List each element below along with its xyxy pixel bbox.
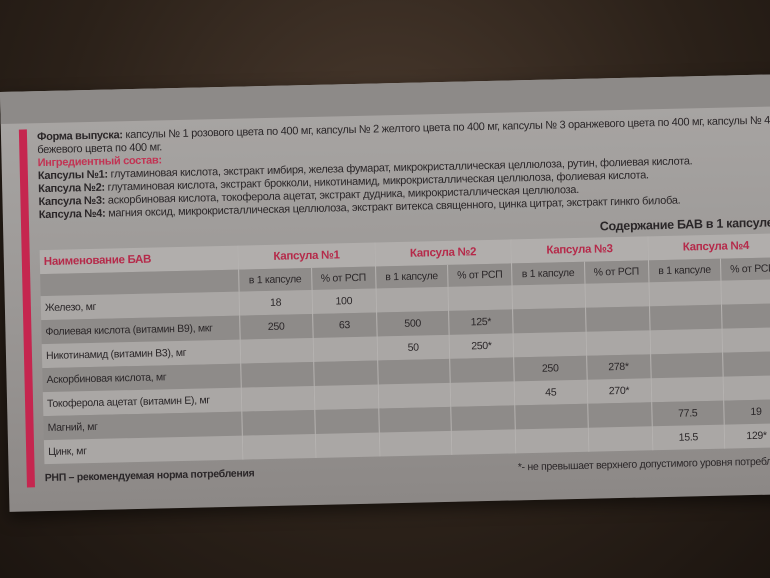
table-cell (512, 283, 586, 310)
table-cell (723, 375, 770, 401)
ingredient-label: Капсула №3: (38, 194, 106, 209)
table-cell (377, 358, 451, 385)
table-cell: 50 (376, 334, 450, 361)
table-cell: 278* (586, 354, 651, 380)
table-cell (514, 403, 588, 430)
table-cell (450, 381, 515, 407)
table-cell (584, 282, 650, 308)
subheader-percent: % от РСП (447, 263, 513, 287)
table-cell: 19 (723, 399, 770, 425)
table-cell (449, 357, 515, 383)
table-cell: 250 (239, 313, 313, 340)
table-cell (242, 433, 316, 460)
table-cell: 250 (513, 355, 587, 382)
table-cell (722, 351, 770, 377)
table-cell (240, 337, 314, 364)
table-cell (515, 427, 589, 454)
subheader-per-capsule: в 1 капсуле (375, 264, 449, 289)
substance-name: Цинк, мг (43, 435, 243, 465)
label-content: Форма выпуска: капсулы № 1 розового цвет… (37, 114, 770, 484)
subheader-per-capsule: в 1 капсуле (648, 258, 722, 283)
table-cell (241, 385, 315, 412)
subheader-percent: % от РСП (311, 266, 376, 290)
table-cell (377, 382, 451, 409)
table-cell (721, 303, 770, 329)
footer-note-left: РНП – рекомендуемая норма потребления (44, 467, 255, 485)
table-cell (450, 405, 516, 431)
footer-note-right: *- не превышает верхнего допустимого уро… (517, 455, 770, 474)
table-cell: 250* (449, 333, 514, 359)
subheader-per-capsule: в 1 капсуле (511, 261, 585, 286)
ingredient-label: Капсула №4: (38, 207, 106, 222)
table-cell: 63 (312, 312, 377, 338)
capsule-header: Капсула №4 (647, 233, 770, 261)
table-cell (378, 430, 452, 457)
table-cell (241, 409, 315, 436)
capsule-header: Капсула №2 (374, 239, 512, 267)
table-cell (648, 280, 722, 307)
table-cell (451, 429, 516, 455)
table-cell (312, 336, 378, 362)
table-cell (512, 307, 586, 334)
table-cell (314, 432, 380, 458)
table-cell (240, 361, 314, 388)
table-cell: 500 (376, 310, 450, 337)
table-cell: 45 (514, 379, 588, 406)
release-form-label: Форма выпуска: (36, 129, 123, 144)
subheader-per-capsule: в 1 капсуле (238, 267, 312, 292)
table-cell (650, 352, 724, 379)
composition-table: Наименование БАВ Капсула №1 Капсула №2 Капс… (39, 233, 770, 465)
table-cell: 77.5 (651, 400, 725, 427)
table-cell (448, 285, 513, 311)
table-cell (722, 327, 770, 353)
table-cell (313, 360, 378, 386)
table-cell (375, 286, 449, 313)
capsule-header: Капсула №3 (511, 236, 649, 264)
table-cell (650, 376, 724, 403)
table-cell (314, 408, 379, 434)
table-cell (721, 279, 770, 305)
table-cell: 270* (586, 378, 652, 404)
ingredient-label: Капсулы №1: (37, 168, 108, 183)
table-cell (649, 304, 723, 331)
table-cell: 15.5 (651, 424, 725, 451)
table-cell (585, 330, 651, 356)
table-cell (587, 426, 653, 452)
table-cell (313, 384, 379, 410)
subheader-percent: % от РСП (584, 260, 649, 284)
table-cell (587, 402, 652, 428)
capsule-header: Капсула №1 (238, 242, 376, 270)
table-cell: 129* (724, 423, 770, 449)
table-cell: 100 (311, 288, 377, 314)
table-cell: 125* (448, 309, 514, 335)
product-box: Форма выпуска: капсулы № 1 розового цвет… (0, 74, 770, 512)
table-cell: 18 (239, 289, 313, 316)
table-cell (585, 306, 650, 332)
subheader-percent: % от РСП (720, 257, 770, 281)
table-cell (649, 328, 723, 355)
ingredient-label: Капсула №2: (38, 181, 105, 196)
table-cell (378, 406, 452, 433)
table-cell (513, 331, 587, 358)
pink-stripe (18, 129, 35, 488)
